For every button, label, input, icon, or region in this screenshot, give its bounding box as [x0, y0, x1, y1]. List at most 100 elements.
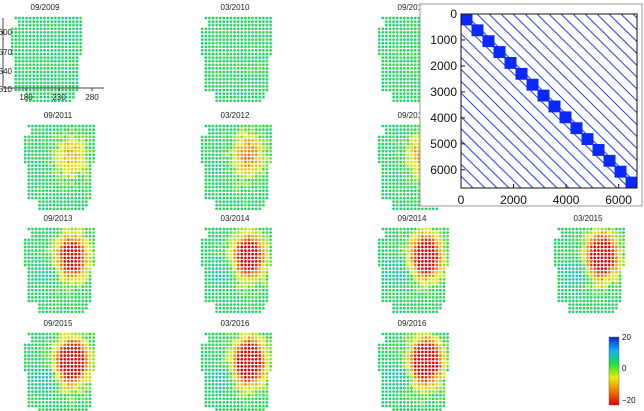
map-dot: [38, 249, 41, 252]
map-dot: [85, 231, 88, 234]
map-dot: [59, 401, 63, 404]
map-dot: [208, 189, 211, 193]
map-dot: [236, 332, 240, 336]
map-dot: [589, 249, 593, 252]
map-dot: [49, 379, 52, 383]
map-dot: [381, 288, 385, 292]
map-dot: [600, 231, 604, 234]
map-dot: [582, 260, 586, 263]
map-dot: [240, 288, 244, 292]
map-dot: [211, 227, 215, 231]
map-dot: [67, 203, 70, 207]
map-dot: [211, 31, 215, 34]
map-dot: [269, 249, 272, 252]
map-dot: [395, 207, 399, 211]
map-dot: [211, 249, 215, 252]
map-dot: [392, 252, 395, 256]
map-dot: [10, 52, 14, 56]
map-dot: [229, 281, 233, 285]
map-dot: [49, 306, 52, 310]
map-dot: [442, 270, 446, 274]
map-dot: [579, 242, 582, 245]
map-dot: [240, 242, 244, 245]
map-dot: [31, 350, 34, 354]
map-dot: [92, 357, 95, 361]
map-dot: [406, 196, 410, 200]
map-dot: [236, 146, 240, 149]
map-dot: [222, 260, 226, 263]
map-dot: [208, 196, 211, 200]
map-dot: [392, 63, 395, 67]
map-dot: [68, 20, 72, 23]
map-dot: [43, 23, 46, 27]
map-dot: [74, 372, 77, 375]
map-dot: [67, 182, 70, 185]
map-dot: [417, 41, 421, 45]
map-dot: [92, 139, 95, 142]
map-dot: [215, 296, 218, 299]
map-dot: [236, 23, 240, 27]
map-dot: [417, 231, 421, 234]
map-dot: [244, 249, 247, 252]
map-dot: [85, 249, 88, 252]
map-dot: [63, 375, 67, 379]
map-dot: [64, 41, 68, 45]
map-dot: [233, 281, 236, 285]
map-dot: [31, 139, 34, 142]
map-dot: [251, 142, 254, 146]
map-dot: [49, 231, 52, 234]
map-dot: [607, 263, 611, 267]
map-dot: [269, 245, 272, 249]
map-dot: [208, 343, 211, 347]
map-dot: [399, 270, 403, 274]
map-dot: [385, 242, 388, 245]
map-dot: [388, 56, 392, 59]
map-dot: [564, 260, 568, 263]
map-dot: [88, 139, 92, 142]
map-dot: [240, 16, 244, 20]
map-dot: [32, 20, 36, 23]
map-dot: [211, 238, 215, 242]
map-dot: [215, 249, 218, 252]
map-dot: [74, 278, 77, 281]
map-dot: [215, 343, 218, 347]
map-dot: [38, 274, 41, 278]
map-dot: [435, 231, 439, 234]
map-dot: [208, 167, 211, 171]
map-dot: [52, 306, 56, 310]
map-dot: [36, 67, 39, 70]
map-dot: [417, 227, 421, 231]
map-dot: [251, 299, 254, 303]
map-dot: [67, 357, 70, 361]
map-dot: [258, 92, 262, 95]
map-dot: [240, 256, 244, 260]
map-dot: [61, 88, 64, 92]
map-dot: [38, 263, 41, 267]
map-dot: [254, 52, 258, 56]
map-dot: [417, 20, 421, 23]
map-dot: [618, 267, 622, 270]
map-dot: [254, 267, 258, 270]
map-dot: [59, 270, 63, 274]
map-dot: [410, 252, 413, 256]
map-dot: [25, 77, 28, 81]
panel-date: 09/2010: [398, 3, 427, 12]
map-dot: [77, 285, 81, 288]
map-dot: [56, 332, 59, 336]
map-dot: [607, 249, 611, 252]
map-dot: [262, 270, 265, 274]
map-dot: [586, 270, 589, 274]
map-dot: [579, 260, 582, 263]
map-dot: [56, 234, 59, 238]
map-dot: [52, 357, 56, 361]
map-dot: [244, 343, 247, 347]
map-dot: [604, 227, 607, 231]
map-dot: [385, 128, 388, 131]
map-dot: [211, 292, 215, 296]
map-dot: [67, 296, 70, 299]
map-dot: [52, 175, 56, 178]
map-dot: [240, 234, 244, 238]
map-dot: [208, 139, 211, 142]
map-dot: [262, 88, 265, 92]
map-dot: [50, 81, 54, 85]
